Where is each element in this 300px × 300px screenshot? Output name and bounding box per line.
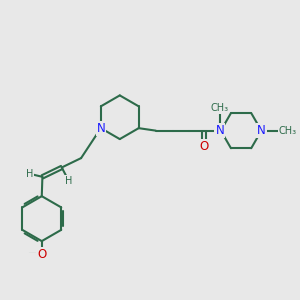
Text: CH₃: CH₃ — [279, 126, 297, 136]
Text: H: H — [65, 176, 72, 186]
Text: H: H — [26, 169, 33, 179]
Text: N: N — [257, 124, 266, 137]
Text: O: O — [200, 140, 209, 153]
Text: N: N — [215, 124, 224, 137]
Text: CH₃: CH₃ — [211, 103, 229, 113]
Text: O: O — [37, 248, 46, 261]
Text: N: N — [97, 122, 105, 135]
